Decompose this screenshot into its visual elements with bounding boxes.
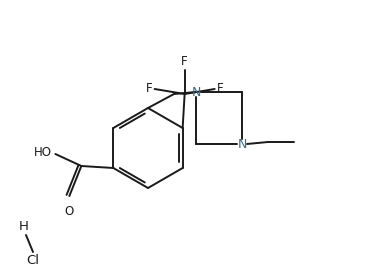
Text: O: O	[65, 205, 74, 218]
Text: HO: HO	[34, 147, 52, 160]
Text: Cl: Cl	[26, 254, 40, 267]
Text: N: N	[191, 86, 201, 99]
Text: N: N	[237, 137, 247, 150]
Text: H: H	[19, 220, 29, 233]
Text: F: F	[217, 83, 223, 96]
Text: F: F	[146, 83, 153, 96]
Text: F: F	[181, 55, 188, 68]
